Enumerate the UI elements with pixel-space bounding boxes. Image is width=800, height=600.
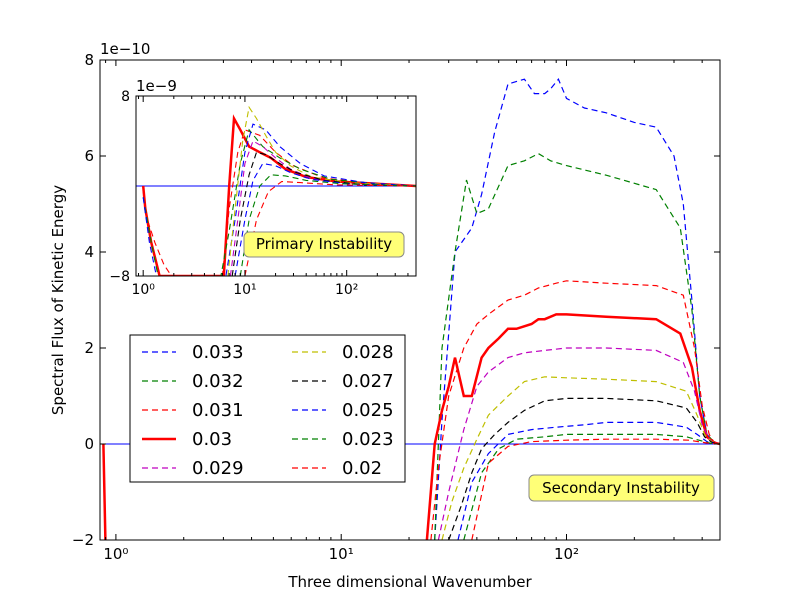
legend-label-0.029: 0.029	[192, 458, 244, 479]
legend-label-0.02: 0.02	[342, 458, 382, 479]
series-0.028-line	[441, 376, 720, 540]
series-0.02-line	[471, 438, 720, 540]
legend-label-0.023: 0.023	[342, 429, 394, 450]
inset-series-0.032-line	[142, 128, 416, 276]
main-series-group	[100, 78, 720, 540]
legend-label-0.032: 0.032	[192, 371, 244, 392]
inset-series-0.025-line	[234, 162, 416, 276]
main-y-tick-label: 0	[84, 435, 94, 453]
inset-series-0.02-line	[244, 180, 416, 276]
x-axis-title: Three dimensional Wavenumber	[287, 573, 532, 591]
inset-x-tick-label: 10¹	[233, 282, 256, 298]
legend-label-0.033: 0.033	[192, 342, 244, 363]
legend: 0.033 0.032 0.031 0.03 0.029 0.028 0.027 0.025 0…	[129, 334, 406, 483]
primary-instability-box	[243, 231, 405, 258]
main-x-tick-label: 10²	[554, 545, 579, 563]
legend-entries: 0.033 0.032 0.031 0.03 0.029 0.028 0.027 0.025 0…	[142, 342, 394, 479]
main-y-tick-label: 2	[84, 339, 94, 357]
series-0.023-line	[463, 433, 720, 540]
secondary-instability-box	[528, 474, 715, 502]
inset-y-multiplier-label: 1e−9	[136, 77, 177, 95]
inset-series-group	[136, 105, 416, 276]
main-y-tick-label: −2	[72, 531, 94, 549]
inset-series-0.027-line	[231, 151, 416, 276]
legend-box	[129, 334, 406, 483]
main-y-tick-label: 6	[84, 147, 94, 165]
main-ticks: 10⁰ 10¹ 10² −2 0 2 4 6 8	[72, 51, 720, 563]
main-y-tick-label: 8	[84, 51, 94, 69]
legend-label-0.031: 0.031	[192, 400, 244, 421]
inset-series-0.03-line	[141, 114, 416, 276]
legend-label-0.027: 0.027	[342, 371, 394, 392]
main-x-tick-label: 10¹	[329, 545, 354, 563]
legend-label-0.03: 0.03	[192, 429, 232, 450]
series-0.032-line	[434, 152, 720, 540]
main-x-tick-label: 10⁰	[103, 545, 128, 563]
inset-x-tick-label: 10²	[335, 282, 358, 298]
legend-label-0.025: 0.025	[342, 400, 394, 421]
series-0.025-line	[457, 421, 720, 540]
primary-instability-label: Primary Instability	[256, 235, 392, 253]
inset-y-tick-label: 8	[121, 89, 130, 105]
y-axis-title: Spectral Flux of Kinetic Energy	[49, 185, 67, 415]
series-0.031-line	[430, 280, 720, 540]
inset-y-tick-label: −8	[109, 269, 130, 285]
inset-ticks: 10⁰ 10¹ 10² −8 8	[109, 89, 416, 298]
series-0.03-line	[425, 313, 720, 540]
inset-series-0.023-line	[239, 174, 416, 276]
series-0.033-line	[434, 78, 720, 540]
series-0.029-line	[437, 347, 720, 540]
inset-plot: 10⁰ 10¹ 10² −8 8 1e−9 Primary Instability	[109, 77, 417, 298]
main-plot-frame	[99, 59, 721, 541]
inset-series-0.033-line	[142, 123, 416, 276]
main-y-tick-label: 4	[84, 243, 94, 261]
series-0.03-left-spike	[102, 443, 107, 540]
y-multiplier-label: 1e−10	[100, 40, 150, 58]
legend-label-0.028: 0.028	[342, 342, 394, 363]
inset-series-0.028-line	[227, 105, 416, 276]
primary-instability-annotation: Primary Instability	[243, 231, 405, 258]
secondary-instability-label: Secondary Instability	[542, 479, 700, 497]
secondary-instability-annotation: Secondary Instability	[528, 474, 715, 502]
inset-x-tick-label: 10⁰	[131, 282, 155, 298]
